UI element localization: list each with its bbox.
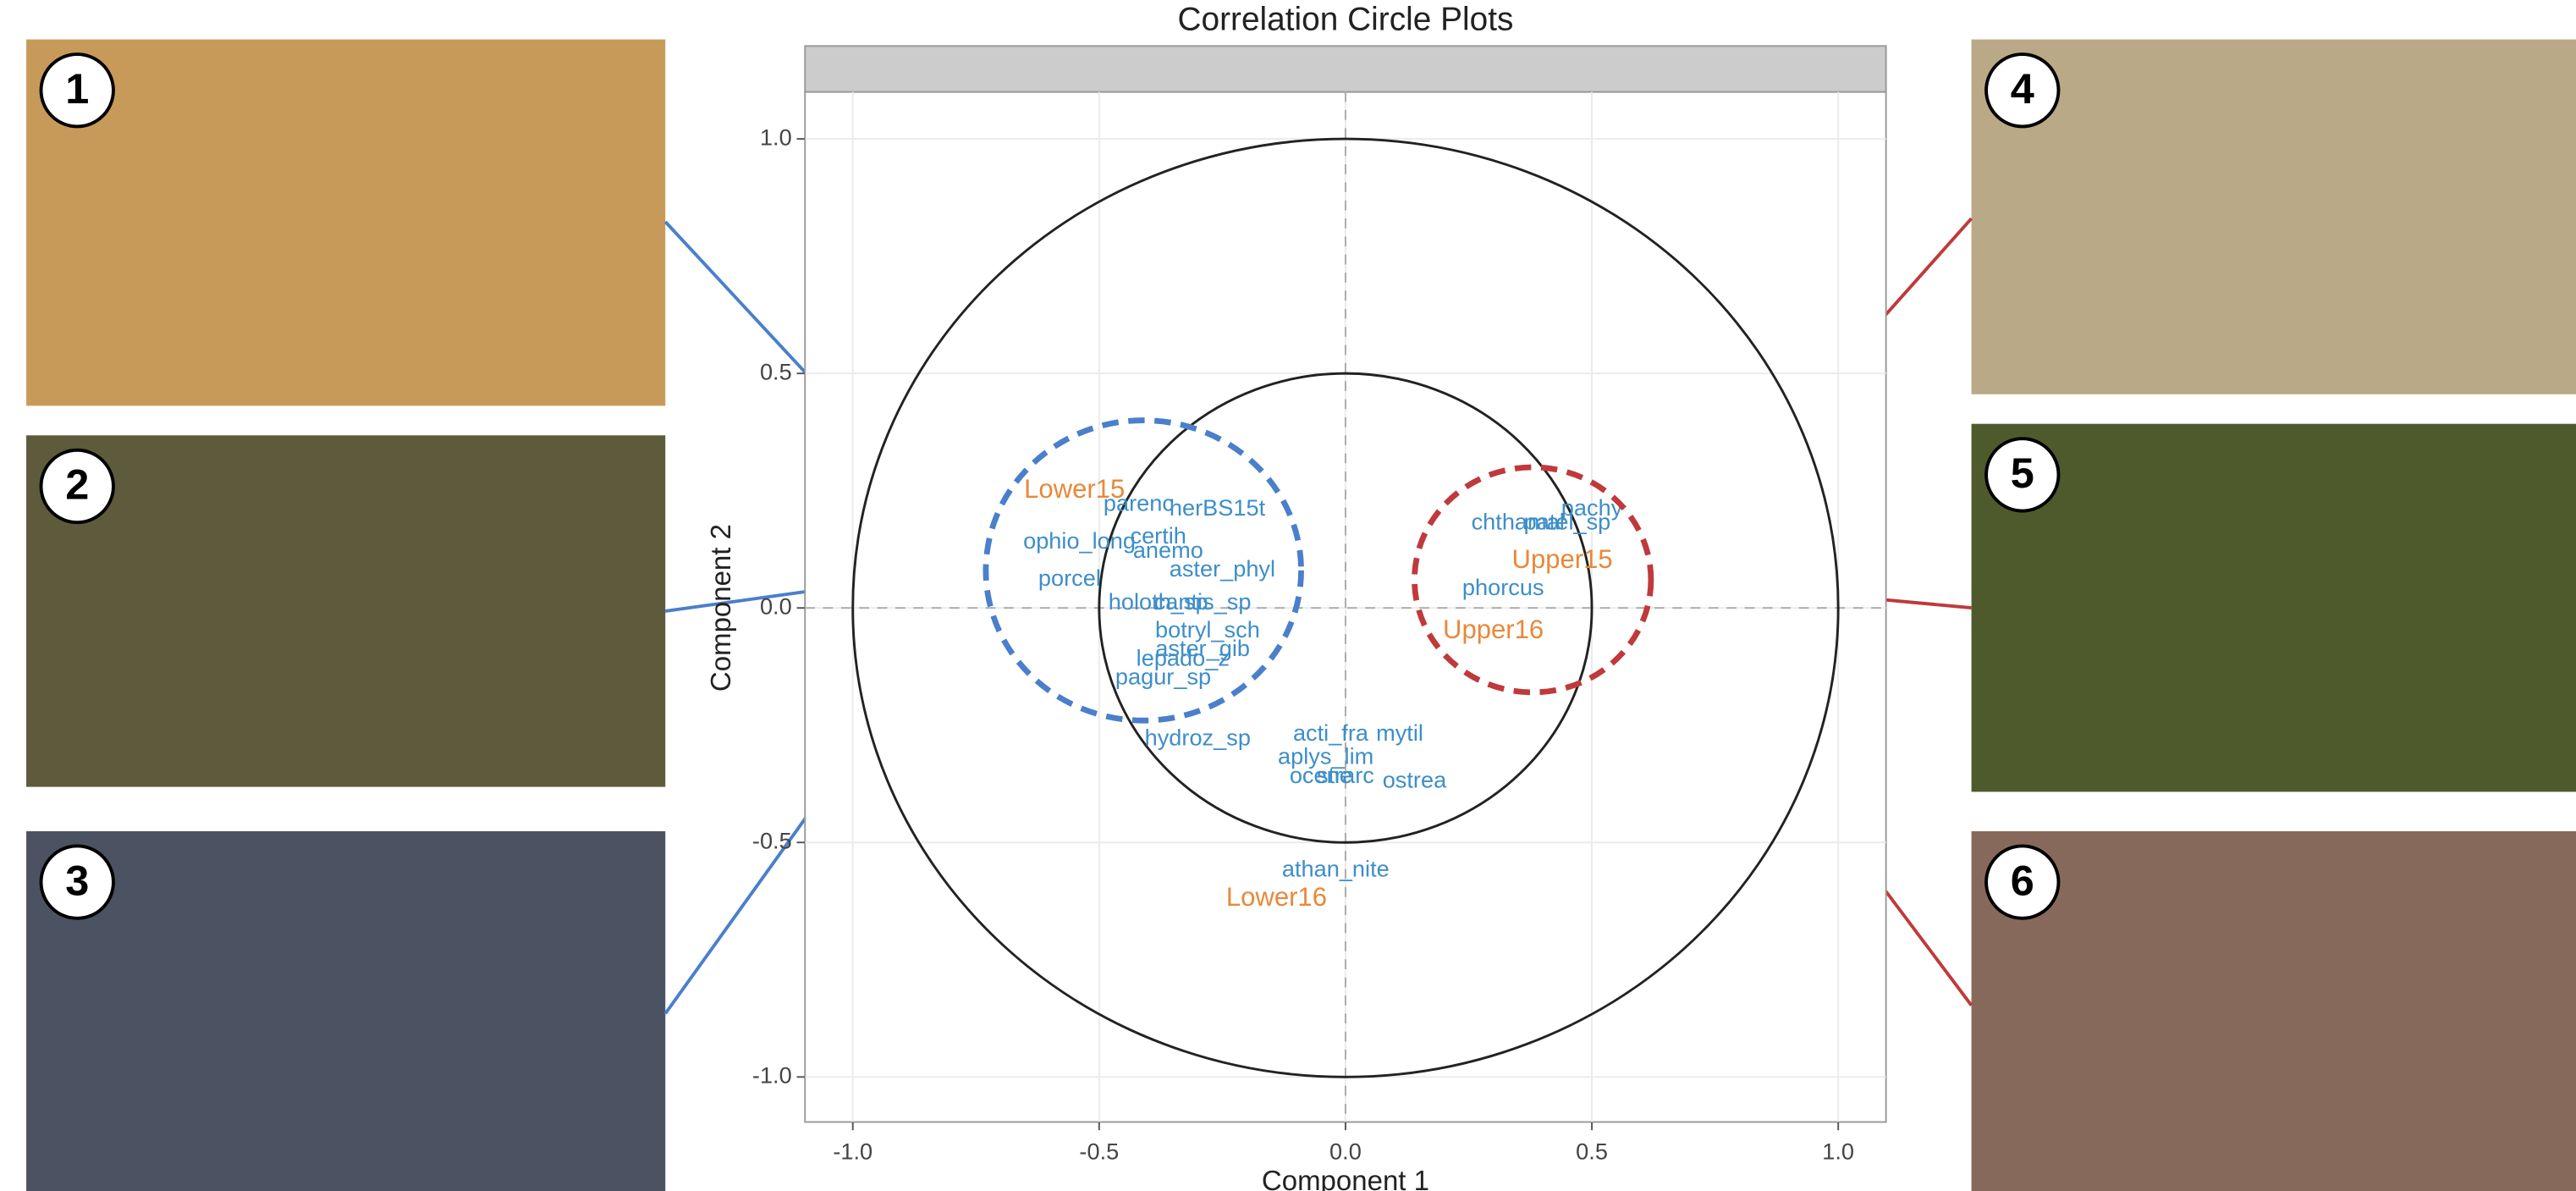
strip xyxy=(805,46,1885,91)
photo-number: 3 xyxy=(65,856,89,904)
photo-4 xyxy=(1972,40,2576,394)
point-label: hydroz_sp xyxy=(1145,725,1251,751)
photo-number: 1 xyxy=(65,64,89,113)
point-label: phorcus xyxy=(1462,574,1544,600)
point-label: strarc xyxy=(1317,762,1374,788)
y-tick-label: 1.0 xyxy=(760,124,792,150)
figure: Correlation Circle Plots Component 1 Com… xyxy=(0,0,2576,1191)
point-label: ophio_long xyxy=(1023,527,1136,554)
y-tick-label: -1.0 xyxy=(752,1061,792,1088)
x-tick-label: -0.5 xyxy=(1079,1139,1119,1165)
point-label: mytil xyxy=(1376,720,1423,746)
point-label: porcel xyxy=(1038,565,1101,591)
y-tick-label: 0.5 xyxy=(760,358,792,384)
x-tick-label: 0.0 xyxy=(1329,1139,1362,1165)
x-tick-label: 0.5 xyxy=(1576,1139,1608,1165)
photo-number: 5 xyxy=(2011,449,2034,497)
photo-number: 4 xyxy=(2011,64,2034,113)
point-label: herBS15t xyxy=(1170,494,1266,521)
x-tick-label: 1.0 xyxy=(1822,1139,1854,1165)
point-label: Lower16 xyxy=(1226,882,1327,912)
point-label: parenc xyxy=(1104,489,1174,516)
y-axis-label: Component 2 xyxy=(705,524,736,692)
photo-5 xyxy=(1972,424,2576,792)
point-label: pagur_sp xyxy=(1115,663,1211,689)
y-tick-label: 0.0 xyxy=(760,593,792,619)
photo-number: 6 xyxy=(2011,856,2034,904)
photo-number: 2 xyxy=(65,460,89,509)
point-label: Upper16 xyxy=(1443,615,1544,644)
point-label: cantis_sp xyxy=(1154,588,1252,615)
page: Correlation Circle Plots Component 1 Com… xyxy=(0,0,2576,1191)
photo-6 xyxy=(1972,831,2576,1191)
x-axis-label: Component 1 xyxy=(1262,1165,1429,1191)
chart-title: Correlation Circle Plots xyxy=(1177,1,1513,37)
photo-3 xyxy=(26,831,665,1191)
photo-1 xyxy=(26,40,665,406)
photo-2 xyxy=(26,435,665,786)
point-label: aster_phyl xyxy=(1170,555,1275,582)
x-tick-label: -1.0 xyxy=(833,1139,872,1165)
point-label: acti_fra xyxy=(1293,720,1369,746)
point-label: Upper15 xyxy=(1512,544,1613,574)
y-tick-label: -0.5 xyxy=(752,827,792,853)
point-label: ostrea xyxy=(1383,766,1447,792)
point-label: athan_nite xyxy=(1282,856,1390,882)
